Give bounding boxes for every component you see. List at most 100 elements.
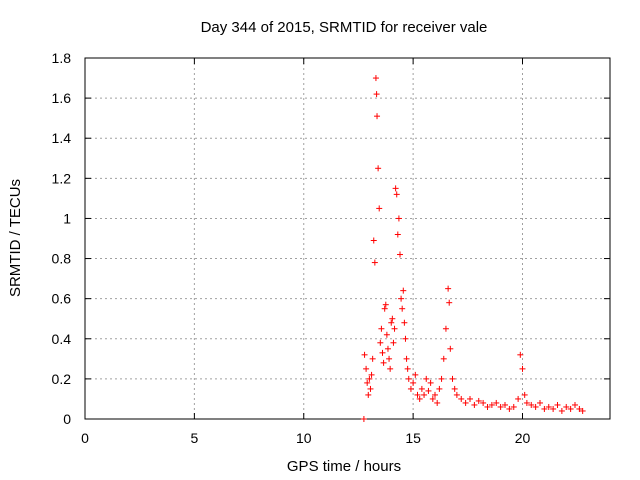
data-point <box>372 75 379 82</box>
data-point <box>399 305 406 312</box>
data-point <box>510 403 517 410</box>
plot-frame <box>84 57 611 420</box>
data-point <box>541 405 548 412</box>
data-point <box>402 335 409 342</box>
data-point <box>528 401 535 408</box>
data-point <box>521 391 528 398</box>
data-point <box>436 385 443 392</box>
data-point <box>432 391 438 398</box>
data-point <box>388 319 395 326</box>
data-point <box>414 391 421 398</box>
data-point <box>445 285 452 292</box>
data-point <box>462 399 469 406</box>
x-tick-label: 15 <box>405 430 421 446</box>
data-point <box>380 359 387 366</box>
x-tick-label: 0 <box>81 430 89 446</box>
y-tick-label: 1.2 <box>52 170 72 186</box>
data-point <box>502 401 508 408</box>
data-point <box>390 339 397 346</box>
grid <box>85 58 610 419</box>
data-point <box>382 301 389 308</box>
data-point <box>374 113 381 120</box>
data-point <box>366 375 373 382</box>
data-point <box>545 403 552 410</box>
data-point <box>386 355 393 362</box>
y-tick-label: 0 <box>63 411 71 427</box>
data-point <box>532 403 539 410</box>
data-point <box>371 259 378 266</box>
data-point <box>451 385 458 392</box>
data-point <box>515 395 522 402</box>
y-tick-label: 1.4 <box>52 130 72 146</box>
data-point <box>427 379 434 386</box>
y-tick-label: 1 <box>63 210 71 226</box>
data-point <box>365 391 372 398</box>
data-point <box>377 339 384 346</box>
data-point <box>403 355 410 362</box>
data-point <box>446 299 453 306</box>
data-point <box>484 403 491 410</box>
data-point <box>387 365 394 372</box>
data-point <box>384 345 391 352</box>
data-points <box>360 75 586 422</box>
data-point <box>370 237 377 244</box>
data-point <box>392 185 399 192</box>
data-point <box>423 375 430 382</box>
y-axis-label: SRMTID / TECUs <box>7 179 24 297</box>
data-point <box>471 401 478 408</box>
data-point <box>429 395 436 402</box>
data-point <box>369 355 376 362</box>
data-point <box>378 325 385 332</box>
y-tick-label: 0.8 <box>52 251 72 267</box>
data-point <box>418 385 425 392</box>
data-point <box>558 407 565 414</box>
data-point <box>389 315 396 322</box>
data-point <box>579 407 586 414</box>
data-point <box>376 205 383 212</box>
data-point <box>400 287 407 294</box>
data-point <box>381 305 388 312</box>
x-axis-label: GPS time / hours <box>287 458 401 475</box>
data-point <box>410 379 417 386</box>
data-point <box>467 395 473 402</box>
data-point <box>567 405 574 412</box>
data-point <box>442 325 449 332</box>
data-point <box>449 375 456 382</box>
data-point <box>550 405 557 412</box>
chart-title: Day 344 of 2015, SRMTID for receiver val… <box>201 19 488 36</box>
data-point <box>572 401 578 408</box>
data-point <box>440 355 447 362</box>
data-point <box>517 351 524 358</box>
y-tick-label: 1.8 <box>52 50 72 66</box>
data-point <box>405 375 412 382</box>
y-tick-label: 0.4 <box>52 331 72 347</box>
data-point <box>383 331 390 338</box>
data-point <box>416 395 423 402</box>
data-point <box>397 251 403 258</box>
data-point <box>434 399 441 406</box>
data-point <box>523 399 530 406</box>
x-tick-label: 5 <box>190 430 198 446</box>
data-point <box>401 319 408 326</box>
data-point <box>493 399 500 406</box>
data-point <box>404 365 411 372</box>
data-point <box>367 385 374 392</box>
data-point <box>425 387 432 394</box>
data-point <box>368 371 375 378</box>
data-point <box>438 375 445 382</box>
data-point <box>373 91 380 98</box>
data-point <box>364 379 371 386</box>
data-point <box>480 399 487 406</box>
data-point <box>497 403 504 410</box>
data-point <box>563 403 570 410</box>
axis-ticks: 0 0.2 0.4 0.6 0.8 1 1.2 1.4 1.6 1.8 0 5 10 15 20 <box>52 50 610 446</box>
data-point <box>391 325 398 332</box>
data-point <box>447 345 454 352</box>
data-point <box>506 405 513 412</box>
y-tick-label: 0.2 <box>52 371 72 387</box>
data-point <box>394 231 401 238</box>
y-tick-label: 1.6 <box>52 90 72 106</box>
data-point <box>412 371 419 378</box>
data-point <box>458 395 465 402</box>
data-point <box>537 399 543 406</box>
